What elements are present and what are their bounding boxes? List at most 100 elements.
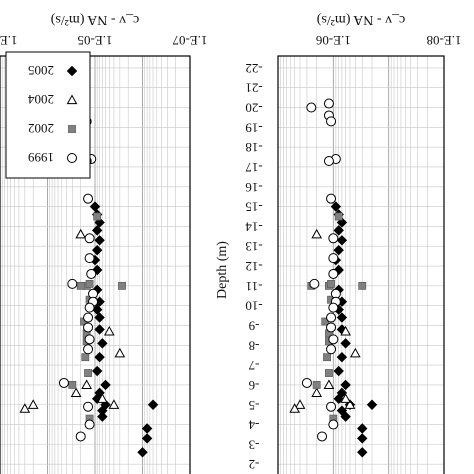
x-axis-label: c_v - NA (m²/s) [50,12,139,27]
data-point-2004 [114,347,126,358]
data-point-1999 [323,98,334,109]
y-tick-label: -8 [249,338,260,353]
data-point-2004 [108,399,120,409]
y-tick-label: -17 [245,160,263,175]
data-point-1999 [326,312,337,323]
data-point-1999 [326,344,337,355]
y-tick-label: -6 [248,378,259,393]
data-point-1999 [328,253,339,264]
data-point-1999 [323,156,334,167]
data-point-1999 [328,268,339,279]
data-point-2005 [94,351,105,363]
y-tick-label: -9 [249,318,260,333]
y-tick-label: -7 [248,358,259,373]
x-tick-label: 1.E-08 [426,33,461,48]
y-tick-label: -3 [249,437,260,452]
data-point-2005 [333,244,344,256]
data-point-1999 [84,253,95,264]
data-point-2005 [336,351,348,363]
data-point-1999 [83,322,94,333]
y-tick-label: -4 [248,418,259,433]
data-point-2004 [70,387,82,397]
data-point-2005 [336,405,348,416]
legend-label-2004: 2004 [28,92,55,107]
legend-marker-2004 [66,94,78,105]
x-tick-label: 1.E-06 [315,33,351,48]
data-point-2005 [100,379,111,391]
data-point-2002 [358,281,367,290]
data-point-1999 [326,401,337,412]
data-point-2005 [97,338,108,349]
data-point-1999 [58,377,69,388]
data-point-1999 [83,401,94,412]
data-point-1999 [328,233,339,244]
data-point-2004 [19,403,31,413]
data-point-1999 [326,193,337,204]
y-tick-label: -5 [249,398,260,413]
legend: 1999 2002 2004 2005 [5,51,91,179]
data-point-1999 [83,312,94,323]
data-point-2002 [334,212,343,221]
legend-marker-2002 [68,125,76,133]
y-tick-label: -14 [245,219,263,234]
data-point-2004 [340,325,351,336]
data-point-2005 [336,312,348,323]
data-point-2005 [141,433,153,444]
y-tick-label: -13 [245,239,262,254]
data-point-2002 [84,369,92,377]
data-point-2005 [357,433,368,444]
data-point-2002 [81,353,90,362]
data-point-2004 [344,399,356,409]
y-tick-label: -2 [249,457,260,472]
data-point-2004 [81,379,92,390]
data-point-2004 [27,399,39,409]
x-tick-label: 1.E-07 [172,33,208,48]
data-point-2004 [340,393,351,403]
data-point-2005 [91,304,103,315]
data-point-1999 [75,431,86,442]
data-point-2005 [94,324,105,335]
legend-label-1999: 1999 [28,150,54,165]
data-point-1999 [328,302,339,313]
data-point-1999 [86,268,97,279]
data-point-1999 [84,334,95,345]
data-point-1999 [301,377,312,388]
data-point-2002 [327,279,335,288]
y-axis-label: Depth (m) [215,241,230,299]
data-point-2004 [323,379,335,390]
x-tick-label: 1.E-05 [77,33,112,48]
legend-label-2002: 2002 [28,121,54,136]
data-point-2002 [325,369,333,377]
y-tick-label: -20 [245,101,262,116]
data-point-2004 [311,228,323,239]
y-tick-label: -22 [245,61,262,76]
data-point-2005 [91,244,103,256]
data-point-2005 [91,365,103,377]
data-point-2002 [323,353,331,362]
data-point-2005 [333,365,344,377]
data-point-2004 [75,228,87,239]
data-point-2002 [68,381,77,389]
right-plot-panel: 1.E-08 1.E-06 c_v - NA (m²/s) -2 -3 -4 -5 -6 -7 -… [215,12,462,474]
data-point-2002 [312,381,321,389]
data-point-1999 [326,116,337,127]
y-tick-label: -12 [245,259,262,274]
data-point-1999 [84,302,95,313]
y-tick-label: -15 [245,200,262,215]
y-tick-label: -19 [245,120,262,135]
data-point-1999 [309,278,320,289]
data-point-1999 [84,419,95,430]
data-point-2005 [89,201,101,212]
data-point-1999 [84,233,95,244]
y-tick-label: -10 [245,299,262,314]
data-point-2005 [366,399,378,410]
y-tick-label: -21 [245,81,262,96]
x-tick-label: 1.E-03 [0,33,18,48]
plot-frame [0,55,191,474]
legend-label-2005: 2005 [28,63,54,78]
data-point-2005 [330,201,342,212]
data-point-2005 [336,387,348,399]
plot-frame [277,55,445,474]
data-point-2005 [357,423,368,434]
data-point-2005 [340,379,351,391]
